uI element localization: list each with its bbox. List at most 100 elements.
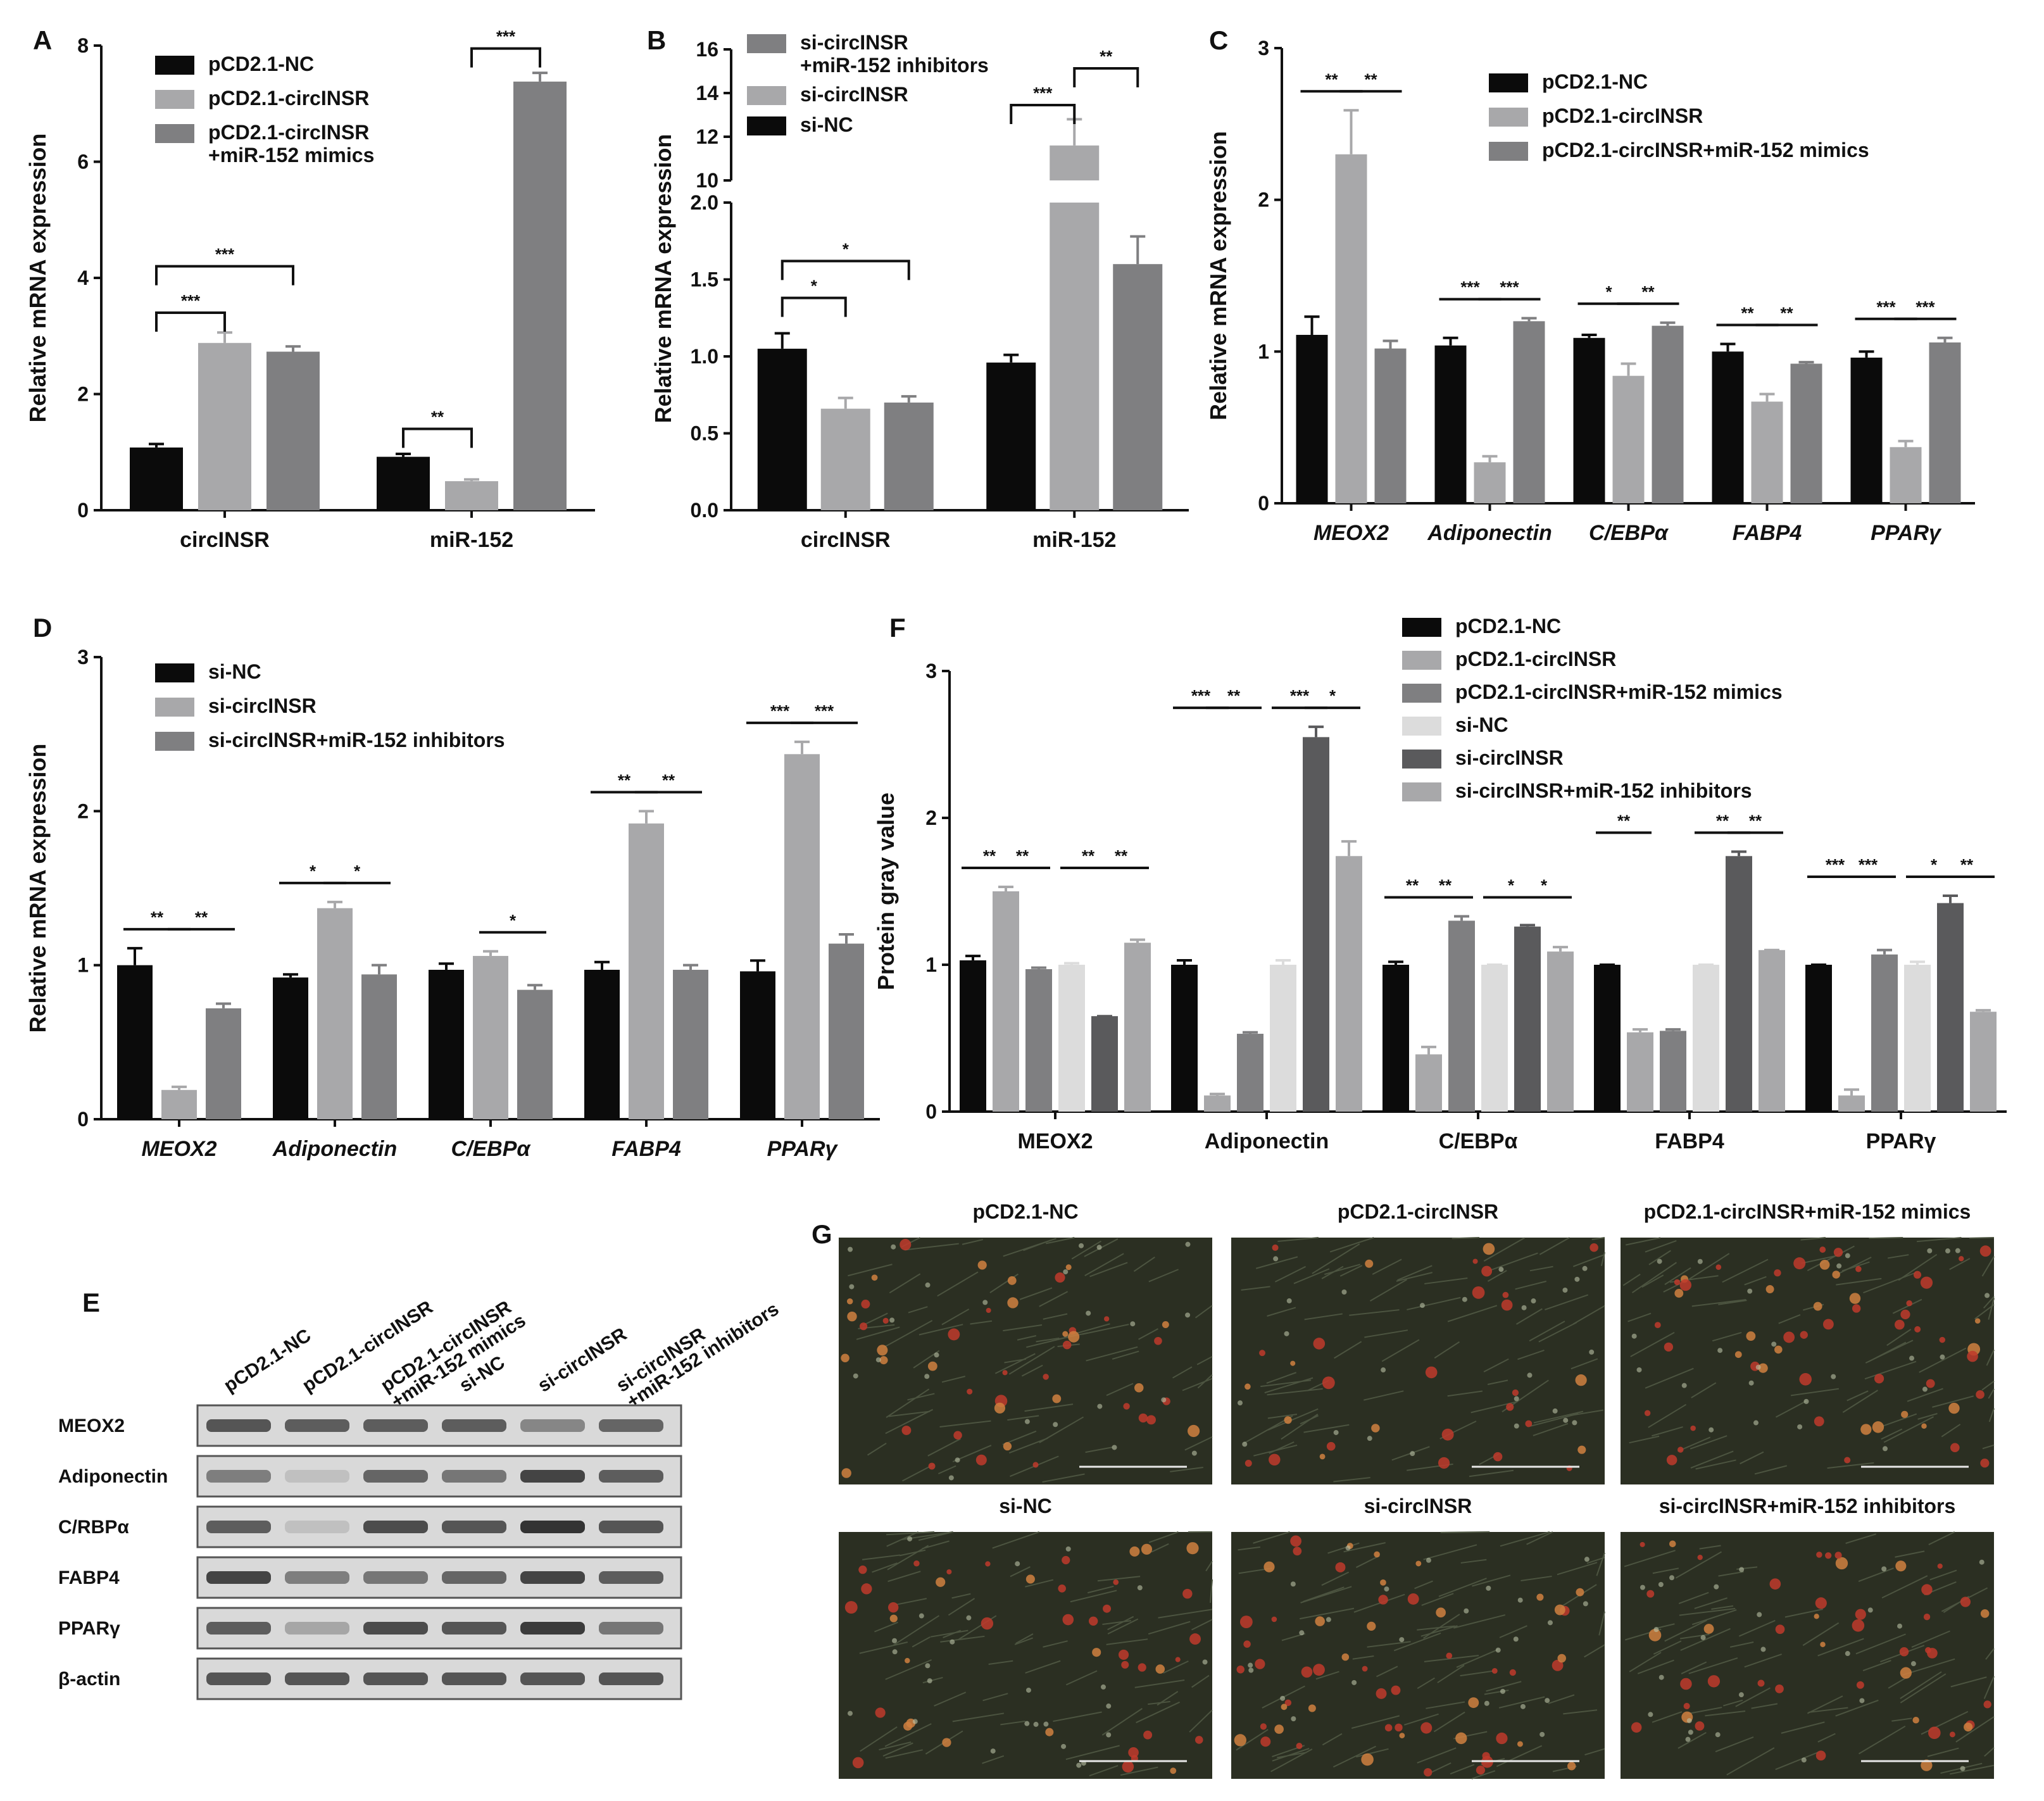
lipid-droplet (1384, 1724, 1393, 1732)
cell-streak (1500, 1531, 1550, 1547)
blot-band (206, 1571, 271, 1584)
cell (1015, 1561, 1020, 1567)
lipid-droplet (1123, 1403, 1130, 1410)
lipid-droplet (1065, 1264, 1072, 1271)
lipid-droplet (1245, 1460, 1252, 1467)
cell-streak (1133, 1256, 1155, 1272)
lipid-droplet (1512, 1389, 1519, 1396)
lipid-droplet (1455, 1732, 1467, 1745)
y-tick-label: 2 (1258, 189, 1269, 211)
chart-panel-F: 0 1 2 3 Protein gray value MEOX2 Adiponectin C/… (873, 660, 2007, 1153)
cell (1748, 1380, 1754, 1386)
legend-label: si-circINSR+miR-152 inhibitors (208, 729, 505, 751)
significance-label: *** (1460, 278, 1480, 297)
cell-streak (1790, 1388, 1840, 1396)
cell-streak (1014, 1637, 1033, 1645)
lipid-droplet (1707, 1675, 1721, 1688)
cell-streak (1817, 1638, 1864, 1657)
lipid-droplet (1674, 1289, 1684, 1298)
cell-streak (1440, 1531, 1490, 1533)
cell (1161, 1397, 1167, 1403)
cell-streak (1086, 1346, 1138, 1362)
lipid-droplet (1007, 1297, 1019, 1308)
lipid-droplet (1380, 1579, 1386, 1586)
lipid-droplet (1769, 1578, 1781, 1590)
lipid-droplet (847, 1311, 857, 1322)
cell-streak (1134, 1679, 1185, 1688)
lipid-droplet (844, 1601, 858, 1614)
lipid-droplet (1576, 1588, 1584, 1597)
bar (1270, 965, 1296, 1112)
x-tick-label: MEOX2 (1017, 1129, 1093, 1153)
cell (1757, 1612, 1762, 1617)
micrograph-title: si-circINSR (1364, 1495, 1472, 1517)
lipid-droplet (1813, 1302, 1822, 1311)
cell-streak (1888, 1676, 1907, 1689)
lipid-droplet (1834, 1552, 1842, 1559)
cell-streak (1802, 1622, 1840, 1647)
y-tick-label: 12 (696, 125, 718, 148)
bar (1712, 351, 1744, 503)
bar (1594, 965, 1621, 1112)
lipid-droplet (1552, 1659, 1564, 1671)
lipid-droplet (1025, 1574, 1035, 1584)
cell-streak (1045, 1237, 1075, 1245)
cell-streak (1900, 1673, 1947, 1704)
cell-streak (1191, 1674, 1210, 1688)
cell-streak (1112, 1350, 1139, 1360)
legend-swatch (155, 698, 194, 717)
significance-label: * (354, 862, 361, 881)
lipid-droplet (1045, 1728, 1054, 1736)
x-tick-label: circINSR (801, 528, 891, 552)
lipid-droplet (1182, 1588, 1193, 1599)
lipid-droplet (1950, 1443, 1960, 1453)
blot-band (363, 1419, 428, 1432)
significance-label: *** (1500, 278, 1519, 297)
bar (1547, 951, 1574, 1112)
lipid-droplet (1472, 1286, 1485, 1299)
bar (1612, 375, 1645, 503)
lipid-droplet (1703, 1624, 1714, 1634)
micrograph-title: si-circINSR+miR-152 inhibitors (1659, 1495, 1956, 1517)
significance-label: ** (1960, 855, 1974, 874)
lipid-droplet (948, 1328, 960, 1341)
cell-streak (1351, 1715, 1400, 1729)
lipid-droplet (1874, 1374, 1884, 1384)
cell (1681, 1383, 1687, 1388)
cell-streak (1157, 1691, 1179, 1706)
cell-streak (1469, 1469, 1514, 1478)
cell-streak (1274, 1265, 1307, 1283)
bar (1937, 903, 1964, 1112)
cell-streak (1688, 1253, 1730, 1281)
cell-streak (887, 1571, 921, 1583)
cell-streak (1699, 1545, 1721, 1550)
legend-label: si-NC (800, 113, 853, 136)
lipid-droplet (1146, 1415, 1156, 1425)
cell-streak (1637, 1659, 1674, 1674)
y-tick-label: 0 (77, 1108, 89, 1131)
blot-band (599, 1672, 663, 1685)
cell (1945, 1248, 1950, 1254)
cell-streak (1907, 1388, 1943, 1402)
cell (1486, 1585, 1491, 1591)
y-axis-title: Relative mRNA expression (1205, 131, 1231, 420)
blot-band (520, 1672, 585, 1685)
cell (1572, 1420, 1577, 1426)
bar (1514, 926, 1541, 1112)
cell-streak (1648, 1403, 1687, 1428)
cell-streak (1986, 1349, 1995, 1366)
cell (1688, 1729, 1693, 1735)
lipid-droplet (1170, 1767, 1177, 1774)
cell-streak (930, 1629, 969, 1638)
cell-streak (1053, 1711, 1102, 1723)
y-tick-label: 0.0 (691, 499, 718, 522)
x-tick-label: miR-152 (1032, 528, 1116, 552)
lipid-droplet (887, 1602, 899, 1613)
cell (1583, 1601, 1588, 1607)
legend-C: pCD2.1-NC pCD2.1-circINSR pCD2.1-circINSR+… (1489, 70, 1869, 161)
y-tick-label: 16 (696, 38, 718, 61)
lipid-droplet (1557, 1654, 1566, 1663)
cell (892, 1638, 898, 1643)
lipid-droplet (1819, 1260, 1830, 1270)
blot-band (442, 1571, 506, 1584)
